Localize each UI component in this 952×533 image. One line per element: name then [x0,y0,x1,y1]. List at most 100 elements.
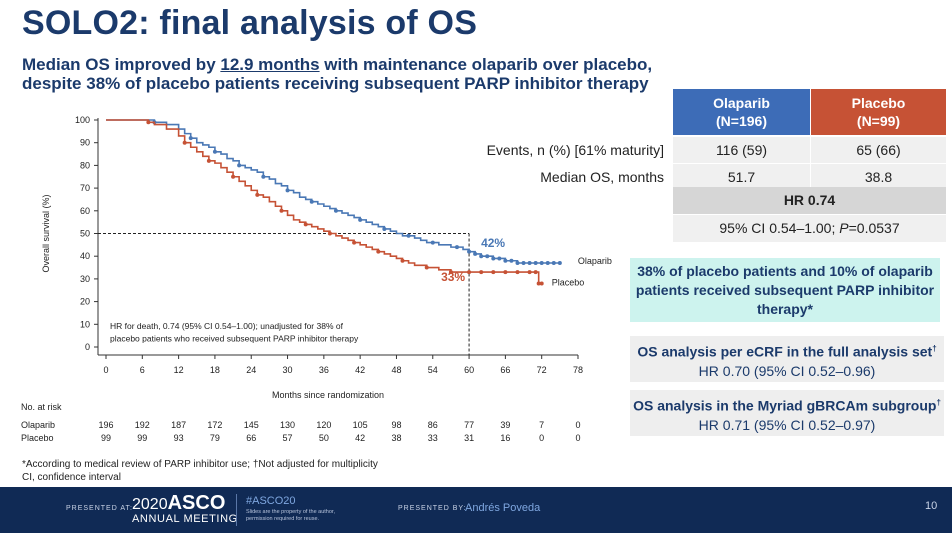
x-tick-label: 12 [174,365,184,375]
at-risk-header: No. at risk [21,402,62,412]
x-axis-label: Months since randomization [272,390,384,400]
censor-mark-olaparib [467,249,472,254]
censor-mark-placebo [527,270,532,275]
x-tick-label: 24 [246,365,256,375]
page-number: 10 [925,500,938,512]
y-tick-label: 30 [80,274,90,284]
at-risk-value: 187 [171,420,186,430]
row-olaparib: 51.7 [727,169,756,185]
censor-mark-placebo [491,270,496,275]
property-note: Slides are the property of the author, p… [246,509,335,522]
series-label-olaparib: Olaparib [578,256,612,266]
at-risk-value: 130 [280,420,295,430]
censor-mark-placebo [182,140,187,145]
at-risk-value: 31 [464,433,474,443]
censor-mark-olaparib [188,136,193,141]
censor-mark-olaparib [551,261,556,266]
censor-mark-olaparib [406,233,411,238]
censor-mark-placebo [206,158,211,163]
row-label: Events, n (%) [61% maturity] [486,142,664,158]
y-tick-label: 90 [80,138,90,148]
at-risk-value: 93 [174,433,184,443]
censor-mark-placebo [533,270,538,275]
x-tick-label: 18 [210,365,220,375]
at-risk-value: 0 [539,433,544,443]
censor-mark-placebo [279,208,284,213]
x-tick-label: 0 [103,365,108,375]
censor-mark-placebo [231,174,236,179]
ecrf-analysis-value: HR 0.70 (95% CI 0.52–0.96) [698,362,876,379]
at-risk-row-label: Placebo [21,433,54,443]
header-placebo: Placebo (N=99) [811,89,946,135]
hr-annotation: HR for death, 0.74 (95% CI 0.54–1.00); u… [110,321,344,331]
at-risk-value: 192 [135,420,150,430]
at-risk-value: 145 [244,420,259,430]
y-tick-label: 100 [75,115,90,125]
censor-mark-placebo [255,192,260,197]
censor-mark-olaparib [358,217,363,222]
at-risk-value: 98 [391,420,401,430]
presented-by-label: PRESENTED BY: [398,505,467,512]
at-risk-value: 42 [355,433,365,443]
header-placebo-n: (N=99) [856,113,901,129]
at-risk-value: 57 [283,433,293,443]
ecrf-analysis-box: OS analysis per eCRF in the full analysi… [630,336,944,382]
ci-text: 95% CI 0.54–1.00; [719,220,840,236]
censor-mark-olaparib [261,174,266,179]
at-risk-value: 7 [539,420,544,430]
y-tick-label: 40 [80,251,90,261]
at-risk-value: 99 [101,433,111,443]
x-tick-label: 36 [319,365,329,375]
at-risk-value: 0 [575,420,580,430]
y-tick-label: 0 [85,342,90,352]
at-risk-value: 0 [575,433,580,443]
censor-mark-olaparib [285,188,290,193]
percent-label-placebo: 33% [441,270,465,284]
at-risk-value: 86 [428,420,438,430]
censor-mark-placebo [424,265,429,270]
ci-p-label: P [839,220,849,236]
censor-mark-olaparib [557,261,562,266]
at-risk-value: 99 [137,433,147,443]
subtitle-line2: despite 38% of placebo patients receivin… [22,74,649,93]
at-risk-row-label: Olaparib [21,420,55,430]
censor-mark-placebo [539,281,544,286]
subtitle-post: with maintenance olaparib over placebo, [319,55,653,74]
x-tick-label: 60 [464,365,474,375]
ci-p-value: =0.0537 [848,220,900,236]
ecrf-analysis-title: OS analysis per eCRF in the full analysi… [637,343,937,360]
header-olaparib-name: Olaparib [713,95,770,111]
censor-mark-olaparib [491,256,496,261]
censor-mark-olaparib [485,254,490,259]
percent-label-olaparib: 42% [481,236,505,250]
header-olaparib: Olaparib (N=196) [673,89,810,135]
myriad-analysis-value: HR 0.71 (95% CI 0.52–0.97) [698,416,876,433]
row-placebo: 65 (66) [856,142,901,158]
hazard-ratio: HR 0.74 [673,187,946,214]
censor-mark-olaparib [503,258,508,263]
censor-mark-olaparib [521,261,526,266]
row-placebo: 38.8 [864,169,893,185]
y-tick-label: 70 [80,183,90,193]
confidence-interval: 95% CI 0.54–1.00; P=0.0537 [673,215,946,242]
censor-mark-placebo [448,270,453,275]
at-risk-value: 33 [428,433,438,443]
at-risk-value: 16 [500,433,510,443]
censor-mark-olaparib [539,261,544,266]
censor-mark-olaparib [309,199,314,204]
at-risk-value: 105 [353,420,368,430]
censor-mark-placebo [327,231,332,236]
censor-mark-olaparib [509,258,514,263]
censor-mark-olaparib [473,251,478,256]
footer-divider [236,494,237,526]
footnote-line2: CI, confidence interval [22,472,121,483]
presented-at-label: PRESENTED AT: [66,505,133,512]
censor-mark-olaparib [212,149,217,154]
x-tick-label: 72 [537,365,547,375]
censor-mark-olaparib [479,254,484,259]
annual-meeting-label: ANNUAL MEETING [132,513,238,525]
km-chart: 0 6 12 18 24 30 36 42 48 54 60 66 72 7801020304050607… [21,115,612,443]
row-label: Median OS, months [540,169,664,185]
at-risk-value: 196 [98,420,113,430]
subtitle-highlight: 12.9 months [220,55,320,74]
